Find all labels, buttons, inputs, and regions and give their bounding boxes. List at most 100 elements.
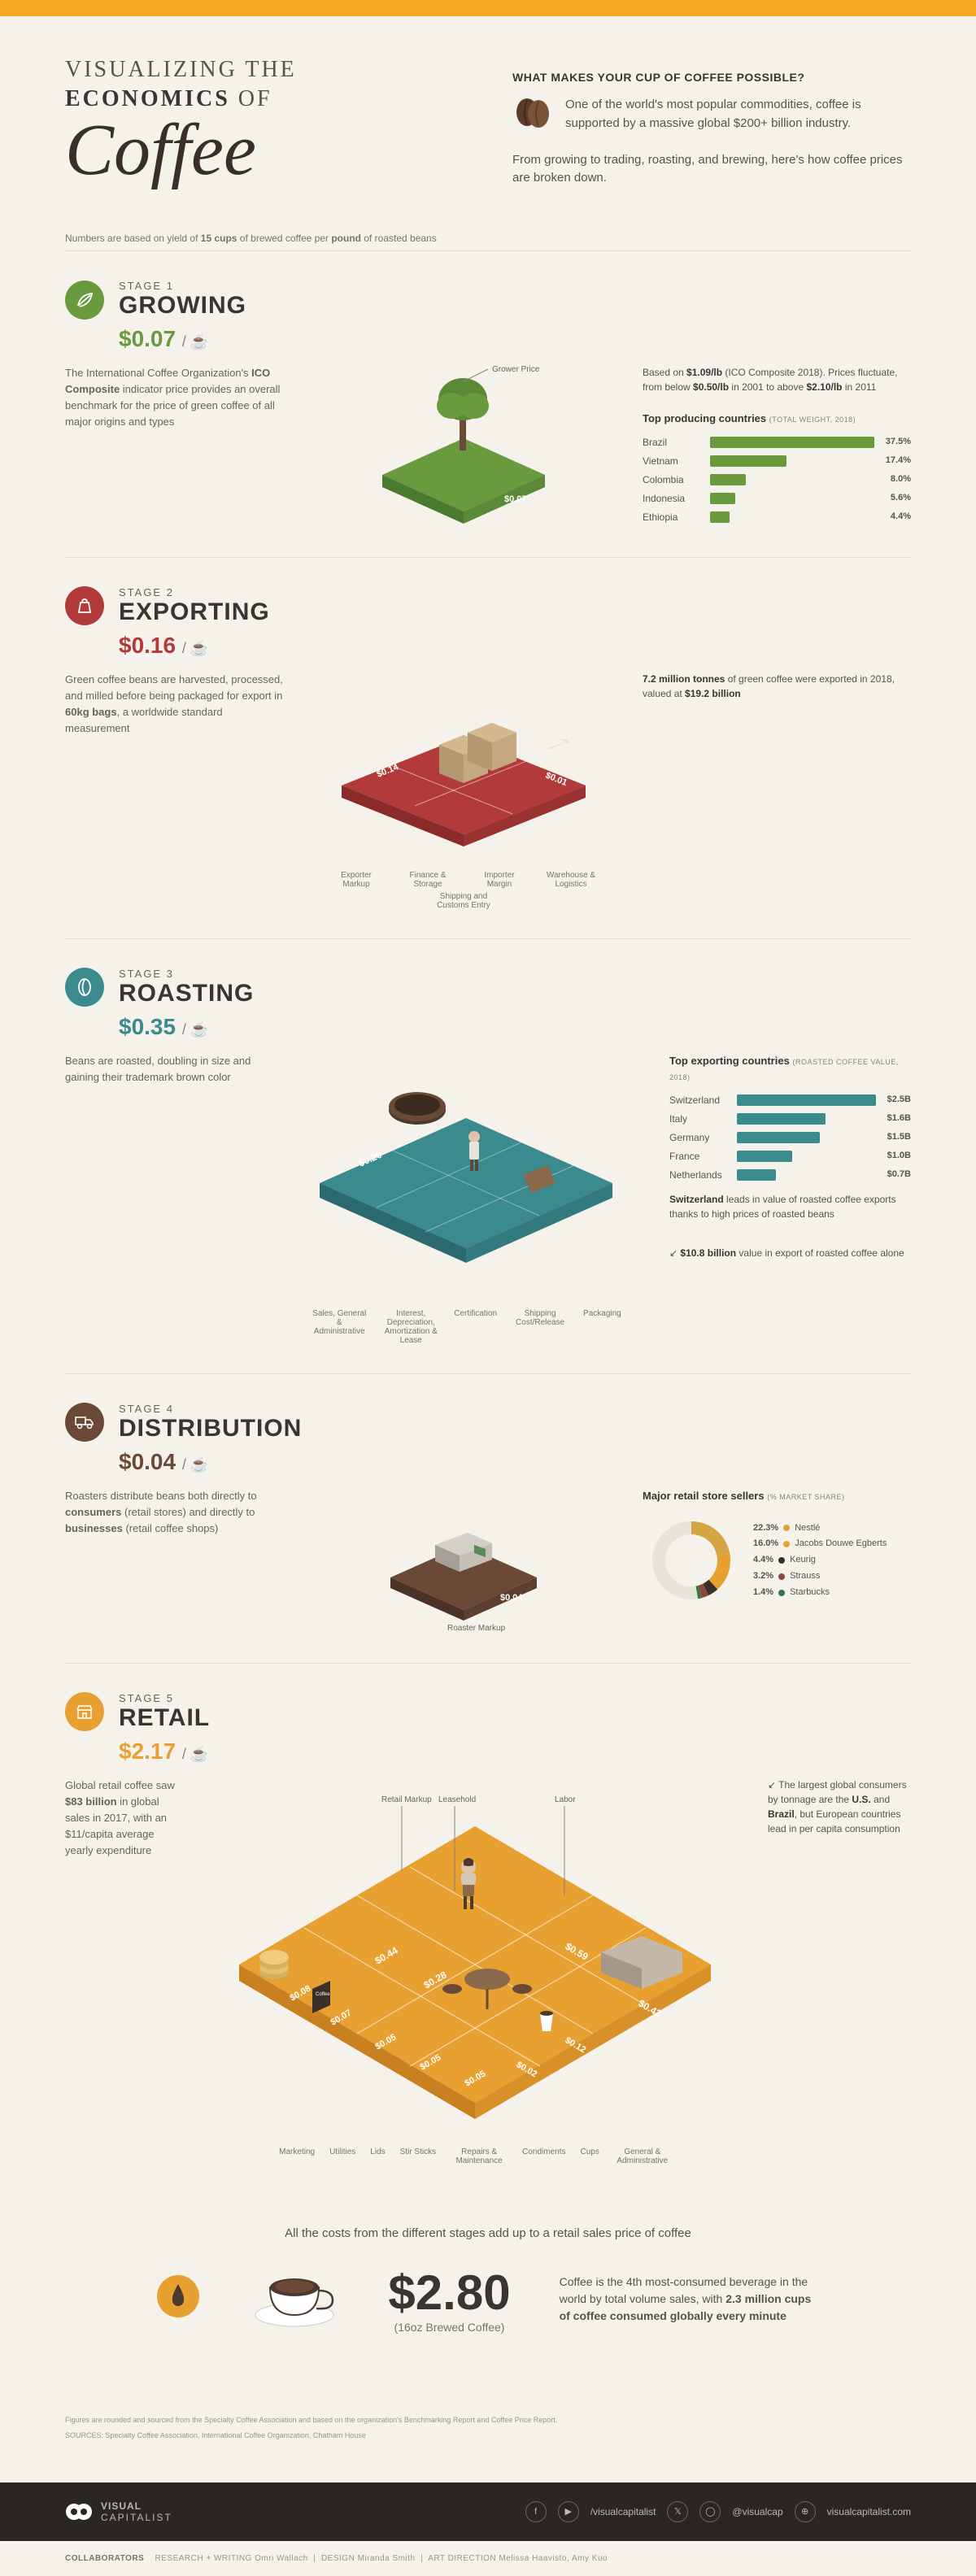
stage-distribution: STAGE 4 DISTRIBUTION $0.04 / ☕ Roasters … bbox=[65, 1373, 911, 1663]
stage4-price: $0.04 / ☕ bbox=[119, 1449, 911, 1475]
stage1-name: GROWING bbox=[119, 292, 246, 320]
stage3-label: STAGE 3 bbox=[119, 968, 254, 980]
bar-row: Ethiopia4.4% bbox=[643, 510, 911, 524]
intro-block: WHAT MAKES YOUR CUP OF COFFEE POSSIBLE? … bbox=[512, 57, 911, 192]
component-label: Importer Margin bbox=[471, 871, 528, 889]
stage1-bars: Brazil37.5% Vietnam17.4% Colombia8.0% Indon… bbox=[643, 435, 911, 524]
stage3-illustration: $0.20 Sales, Ge bbox=[295, 1053, 637, 1345]
stage5-illustration: $0.44 $0.28 $0.59 $0.42 $0.08 $0.07 $0.0… bbox=[215, 1778, 735, 2165]
footer-social: f ▶ /visualcapitalist 𝕏 ◯ @visualcap ⊕ v… bbox=[525, 2501, 911, 2522]
header-row: VISUALIZING THE ECONOMICS OF Coffee WHAT… bbox=[65, 57, 911, 192]
stage2-price: $0.16 / ☕ bbox=[119, 633, 911, 659]
title-main: Coffee bbox=[65, 108, 464, 192]
component-label: Certification bbox=[454, 1309, 497, 1345]
stage2-callout: 7.2 million tonnes of green coffee were … bbox=[643, 672, 911, 701]
stage4-donut-title: Major retail store sellers (% MARKET SHA… bbox=[643, 1488, 911, 1504]
brand-logo: VISUALCAPITALIST bbox=[65, 2500, 172, 2523]
stage3-desc: Beans are roasted, doubling in size and … bbox=[65, 1053, 263, 1345]
stage1-callout: Based on $1.09/lb (ICO Composite 2018). … bbox=[643, 365, 911, 394]
yield-note: Numbers are based on yield of 15 cups of… bbox=[65, 233, 911, 244]
component-label: Interest, Depreciation, Amortization & L… bbox=[382, 1309, 439, 1345]
stage1-price: $0.07 / ☕ bbox=[119, 326, 911, 352]
stage4-illustration: $0.04 Roaster Markup bbox=[317, 1488, 610, 1634]
title-block: VISUALIZING THE ECONOMICS OF Coffee bbox=[65, 57, 464, 192]
stage5-name: RETAIL bbox=[119, 1704, 210, 1732]
drop-icon bbox=[156, 2274, 201, 2323]
bean-icon bbox=[65, 968, 104, 1007]
bar-row: Indonesia5.6% bbox=[643, 491, 911, 506]
total-sub: (16oz Brewed Coffee) bbox=[388, 2321, 510, 2334]
component-label: Utilities bbox=[329, 2147, 355, 2165]
bar-row: Italy$1.6B bbox=[669, 1112, 911, 1126]
legend-row: 22.3%Nestlé bbox=[753, 1521, 887, 1537]
bar-row: Brazil37.5% bbox=[643, 435, 911, 450]
summary-lead: All the costs from the different stages … bbox=[65, 2226, 911, 2240]
component-label: Finance & Storage bbox=[399, 871, 456, 889]
svg-text:Leasehold: Leasehold bbox=[438, 1795, 476, 1804]
svg-text:Roaster Markup: Roaster Markup bbox=[447, 1624, 506, 1633]
intro-p1: One of the world's most popular commodit… bbox=[565, 96, 911, 133]
stage-exporting: STAGE 2 EXPORTING $0.16 / ☕ Green coffee… bbox=[65, 557, 911, 938]
component-label: Shipping and Customs Entry bbox=[435, 892, 492, 910]
component-label: Warehouse & Logistics bbox=[542, 871, 599, 889]
tw-handle: @visualcap bbox=[732, 2506, 782, 2517]
stage2-illustration: $0.14 $0.01 Exporter MarkupFinance & Sto… bbox=[317, 672, 610, 910]
top-accent-bar bbox=[0, 0, 976, 16]
legend-row: 1.4%Starbucks bbox=[753, 1585, 887, 1601]
collab-design: DESIGN Miranda Smith bbox=[321, 2554, 416, 2563]
component-label: Sales, General & Administrative bbox=[311, 1309, 368, 1345]
bar-row: Vietnam17.4% bbox=[643, 454, 911, 468]
stage-growing: STAGE 1 GROWING $0.07 / ☕ The Internatio… bbox=[65, 250, 911, 557]
web-icon[interactable]: ⊕ bbox=[795, 2501, 816, 2522]
truck-icon bbox=[65, 1403, 104, 1442]
legend-row: 4.4%Keurig bbox=[753, 1552, 887, 1569]
collaborators-bar: COLLABORATORS RESEARCH + WRITING Omri Wa… bbox=[0, 2541, 976, 2576]
legend-row: 3.2%Strauss bbox=[753, 1569, 887, 1585]
component-label: Shipping Cost/Release bbox=[512, 1309, 569, 1345]
stage4-name: DISTRIBUTION bbox=[119, 1415, 302, 1442]
stage2-components: Exporter Markup Finance & Storage Importer… bbox=[317, 871, 610, 910]
stage5-desc: Global retail coffee saw $83 billion in … bbox=[65, 1778, 182, 2165]
bar-row: Colombia8.0% bbox=[643, 472, 911, 487]
stage5-components: MarketingUtilitiesLidsStir SticksRepairs… bbox=[279, 2147, 671, 2165]
svg-text:Labor: Labor bbox=[555, 1795, 576, 1804]
footer-bar: VISUALCAPITALIST f ▶ /visualcapitalist 𝕏… bbox=[0, 2482, 976, 2541]
stage3-callout-mid: Switzerland leads in value of roasted co… bbox=[669, 1192, 911, 1221]
twitter-icon[interactable]: 𝕏 bbox=[667, 2501, 688, 2522]
component-label: Condiments bbox=[522, 2147, 565, 2165]
stage1-illustration: $0.07 Grower Price bbox=[317, 365, 610, 529]
stage3-name: ROASTING bbox=[119, 980, 254, 1007]
cup-icon bbox=[250, 2265, 339, 2330]
shop-icon bbox=[65, 1692, 104, 1731]
svg-text:Coffee: Coffee bbox=[316, 1992, 330, 1997]
stage2-label: STAGE 2 bbox=[119, 586, 270, 598]
stage3-components: Sales, General & Administrative Interest,… bbox=[295, 1309, 637, 1345]
leaf-icon bbox=[65, 281, 104, 320]
summary-fact: Coffee is the 4th most-consumed beverage… bbox=[560, 2274, 820, 2325]
stage3-bars: Switzerland$2.5BItaly$1.6BGermany$1.5BFr… bbox=[669, 1093, 911, 1182]
instagram-icon[interactable]: ◯ bbox=[699, 2501, 721, 2522]
stage1-label: STAGE 1 bbox=[119, 280, 246, 292]
component-label: Cups bbox=[580, 2147, 599, 2165]
component-label: Repairs & Maintenance bbox=[451, 2147, 508, 2165]
svg-text:$0.04: $0.04 bbox=[500, 1593, 523, 1603]
main-container: VISUALIZING THE ECONOMICS OF Coffee WHAT… bbox=[0, 16, 976, 2482]
component-label: Exporter Markup bbox=[328, 871, 385, 889]
youtube-icon[interactable]: ▶ bbox=[558, 2501, 579, 2522]
pretitle: VISUALIZING THE bbox=[65, 57, 464, 83]
stage5-price: $2.17 / ☕ bbox=[119, 1738, 911, 1764]
collab-title: COLLABORATORS bbox=[65, 2554, 144, 2563]
facebook-icon[interactable]: f bbox=[525, 2501, 547, 2522]
intro-heading: WHAT MAKES YOUR CUP OF COFFEE POSSIBLE? bbox=[512, 69, 911, 86]
stage3-price: $0.35 / ☕ bbox=[119, 1014, 911, 1040]
bar-row: Germany$1.5B bbox=[669, 1130, 911, 1145]
component-label: Packaging bbox=[583, 1309, 621, 1345]
stage2-name: EXPORTING bbox=[119, 598, 270, 626]
sources-block: Figures are rounded and sourced from the… bbox=[65, 2415, 911, 2442]
web-handle: visualcapitalist.com bbox=[827, 2506, 911, 2517]
component-label: Marketing bbox=[279, 2147, 315, 2165]
total-price: $2.80 bbox=[388, 2265, 510, 2321]
stage4-desc: Roasters distribute beans both directly … bbox=[65, 1488, 285, 1634]
svg-text:$0.07: $0.07 bbox=[504, 494, 527, 504]
stage3-callout-bot: ↙ $10.8 billion value in export of roast… bbox=[669, 1246, 911, 1260]
